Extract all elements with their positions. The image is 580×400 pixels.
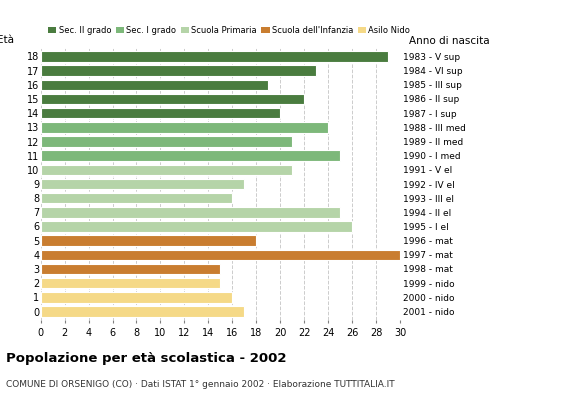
Bar — [41, 136, 292, 147]
Bar — [41, 179, 244, 189]
Bar — [41, 193, 233, 204]
Bar — [41, 51, 388, 62]
Text: Popolazione per età scolastica - 2002: Popolazione per età scolastica - 2002 — [6, 352, 287, 365]
Legend: Sec. II grado, Sec. I grado, Scuola Primaria, Scuola dell'Infanzia, Asilo Nido: Sec. II grado, Sec. I grado, Scuola Prim… — [45, 23, 414, 38]
Bar — [41, 221, 352, 232]
Bar — [41, 108, 280, 118]
Bar — [41, 235, 256, 246]
Bar — [41, 264, 220, 274]
Bar — [41, 122, 328, 133]
Bar — [41, 292, 233, 303]
Text: Età: Età — [0, 35, 14, 45]
Bar — [41, 207, 340, 218]
Bar — [41, 250, 400, 260]
Bar — [41, 65, 316, 76]
Bar — [41, 94, 305, 104]
Bar — [41, 278, 220, 288]
Bar — [41, 80, 269, 90]
Bar — [41, 150, 340, 161]
Text: COMUNE DI ORSENIGO (CO) · Dati ISTAT 1° gennaio 2002 · Elaborazione TUTTITALIA.I: COMUNE DI ORSENIGO (CO) · Dati ISTAT 1° … — [6, 380, 394, 389]
Bar — [41, 306, 244, 317]
Bar — [41, 164, 292, 175]
Text: Anno di nascita: Anno di nascita — [409, 36, 490, 46]
